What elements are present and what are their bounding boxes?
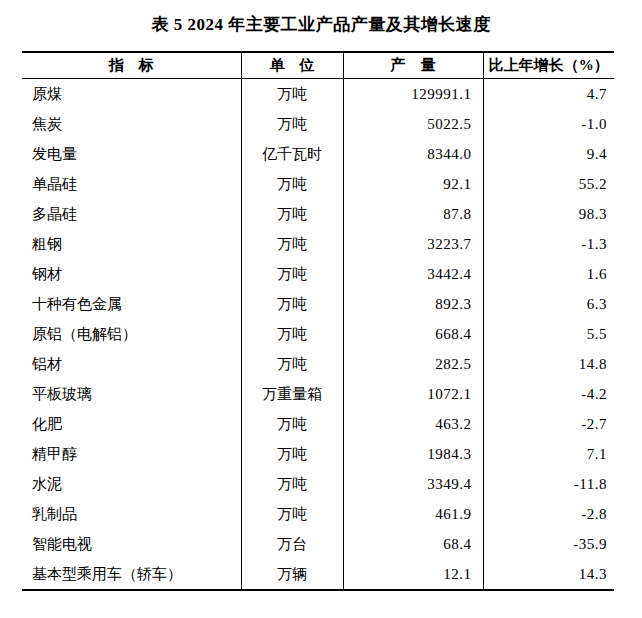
unit-cell: 万吨 — [241, 409, 343, 439]
output-cell: 668.4 — [343, 319, 483, 349]
indicator-cell: 平板玻璃 — [22, 379, 241, 409]
growth-cell: 55.2 — [483, 169, 614, 199]
output-cell: 892.3 — [343, 289, 483, 319]
industrial-products-table: 指 标 单 位 产 量 比上年增长（%） 原煤 万吨 129991.1 4.7 … — [22, 51, 614, 591]
growth-cell: 4.7 — [483, 79, 614, 110]
output-cell: 5022.5 — [343, 109, 483, 139]
table-row: 精甲醇 万吨 1984.3 7.1 — [22, 439, 614, 469]
header-growth: 比上年增长（%） — [483, 52, 614, 79]
unit-cell: 亿千瓦时 — [241, 139, 343, 169]
table-row: 原煤 万吨 129991.1 4.7 — [22, 79, 614, 110]
table-row: 多晶硅 万吨 87.8 98.3 — [22, 199, 614, 229]
growth-cell: 7.1 — [483, 439, 614, 469]
unit-cell: 万吨 — [241, 349, 343, 379]
output-cell: 8344.0 — [343, 139, 483, 169]
indicator-cell: 单晶硅 — [22, 169, 241, 199]
document-page: 表 5 2024 年主要工业产品产量及其增长速度 指 标 单 位 产 量 比上年… — [0, 0, 642, 618]
output-cell: 3349.4 — [343, 469, 483, 499]
unit-cell: 万吨 — [241, 439, 343, 469]
output-cell: 282.5 — [343, 349, 483, 379]
table-row: 发电量 亿千瓦时 8344.0 9.4 — [22, 139, 614, 169]
indicator-cell: 发电量 — [22, 139, 241, 169]
indicator-cell: 智能电视 — [22, 529, 241, 559]
unit-cell: 万重量箱 — [241, 379, 343, 409]
header-indicator: 指 标 — [22, 52, 241, 79]
unit-cell: 万吨 — [241, 229, 343, 259]
table-row: 原铝（电解铝） 万吨 668.4 5.5 — [22, 319, 614, 349]
unit-cell: 万吨 — [241, 289, 343, 319]
output-cell: 3223.7 — [343, 229, 483, 259]
indicator-cell: 多晶硅 — [22, 199, 241, 229]
table-row: 水泥 万吨 3349.4 -11.8 — [22, 469, 614, 499]
unit-cell: 万台 — [241, 529, 343, 559]
output-cell: 87.8 — [343, 199, 483, 229]
growth-cell: -35.9 — [483, 529, 614, 559]
output-cell: 3442.4 — [343, 259, 483, 289]
growth-cell: -2.7 — [483, 409, 614, 439]
table-row: 平板玻璃 万重量箱 1072.1 -4.2 — [22, 379, 614, 409]
table-row: 化肥 万吨 463.2 -2.7 — [22, 409, 614, 439]
indicator-cell: 基本型乘用车（轿车） — [22, 559, 241, 590]
growth-cell: 98.3 — [483, 199, 614, 229]
indicator-cell: 钢材 — [22, 259, 241, 289]
output-cell: 12.1 — [343, 559, 483, 590]
header-row: 指 标 单 位 产 量 比上年增长（%） — [22, 52, 614, 79]
growth-cell: 14.8 — [483, 349, 614, 379]
unit-cell: 万吨 — [241, 169, 343, 199]
unit-cell: 万吨 — [241, 499, 343, 529]
indicator-cell: 十种有色金属 — [22, 289, 241, 319]
table-row: 单晶硅 万吨 92.1 55.2 — [22, 169, 614, 199]
unit-cell: 万吨 — [241, 319, 343, 349]
unit-cell: 万吨 — [241, 109, 343, 139]
indicator-cell: 焦炭 — [22, 109, 241, 139]
growth-cell: -4.2 — [483, 379, 614, 409]
output-cell: 1072.1 — [343, 379, 483, 409]
indicator-cell: 粗钢 — [22, 229, 241, 259]
growth-cell: 1.6 — [483, 259, 614, 289]
table-row: 粗钢 万吨 3223.7 -1.3 — [22, 229, 614, 259]
header-output: 产 量 — [343, 52, 483, 79]
output-cell: 129991.1 — [343, 79, 483, 110]
table-row: 智能电视 万台 68.4 -35.9 — [22, 529, 614, 559]
indicator-cell: 原煤 — [22, 79, 241, 110]
output-cell: 92.1 — [343, 169, 483, 199]
growth-cell: -2.8 — [483, 499, 614, 529]
header-unit: 单 位 — [241, 52, 343, 79]
output-cell: 461.9 — [343, 499, 483, 529]
growth-cell: 5.5 — [483, 319, 614, 349]
indicator-cell: 化肥 — [22, 409, 241, 439]
output-cell: 68.4 — [343, 529, 483, 559]
table-row: 基本型乘用车（轿车） 万辆 12.1 14.3 — [22, 559, 614, 590]
table-row: 焦炭 万吨 5022.5 -1.0 — [22, 109, 614, 139]
table-row: 乳制品 万吨 461.9 -2.8 — [22, 499, 614, 529]
unit-cell: 万吨 — [241, 259, 343, 289]
unit-cell: 万吨 — [241, 469, 343, 499]
table-row: 十种有色金属 万吨 892.3 6.3 — [22, 289, 614, 319]
table-row: 钢材 万吨 3442.4 1.6 — [22, 259, 614, 289]
output-cell: 463.2 — [343, 409, 483, 439]
growth-cell: -1.0 — [483, 109, 614, 139]
unit-cell: 万吨 — [241, 199, 343, 229]
indicator-cell: 水泥 — [22, 469, 241, 499]
output-cell: 1984.3 — [343, 439, 483, 469]
unit-cell: 万辆 — [241, 559, 343, 590]
growth-cell: 14.3 — [483, 559, 614, 590]
growth-cell: 9.4 — [483, 139, 614, 169]
indicator-cell: 原铝（电解铝） — [22, 319, 241, 349]
indicator-cell: 乳制品 — [22, 499, 241, 529]
indicator-cell: 铝材 — [22, 349, 241, 379]
growth-cell: 6.3 — [483, 289, 614, 319]
indicator-cell: 精甲醇 — [22, 439, 241, 469]
table-row: 铝材 万吨 282.5 14.8 — [22, 349, 614, 379]
growth-cell: -11.8 — [483, 469, 614, 499]
unit-cell: 万吨 — [241, 79, 343, 110]
table-title: 表 5 2024 年主要工业产品产量及其增长速度 — [0, 0, 642, 37]
growth-cell: -1.3 — [483, 229, 614, 259]
